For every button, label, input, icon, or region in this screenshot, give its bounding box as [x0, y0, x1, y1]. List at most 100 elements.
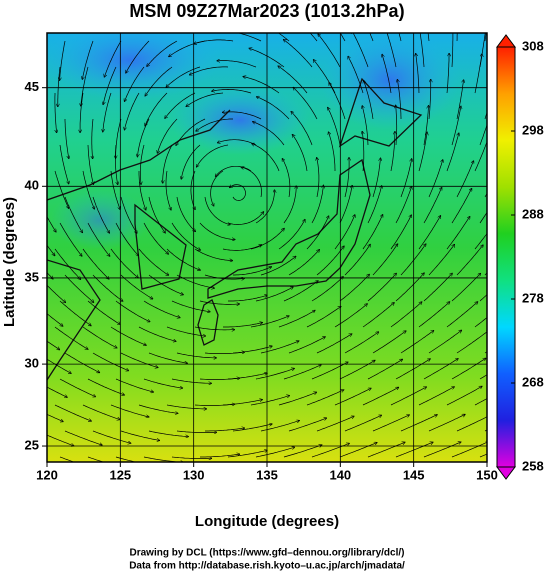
streamline	[140, 144, 145, 184]
streamline	[291, 112, 313, 146]
streamline	[171, 222, 200, 250]
streamline	[255, 369, 294, 380]
streamline	[317, 158, 320, 198]
streamline	[145, 92, 168, 126]
streamline	[171, 457, 212, 459]
streamline	[284, 40, 313, 68]
streamline	[396, 105, 397, 146]
streamline	[166, 326, 206, 336]
streamline	[318, 34, 341, 68]
streamline	[398, 33, 402, 42]
streamline	[47, 340, 60, 350]
streamline	[451, 442, 487, 458]
streamline	[293, 88, 318, 120]
streamline	[148, 430, 188, 437]
x-tick-label: 130	[183, 467, 205, 482]
streamline	[47, 386, 67, 397]
streamline	[250, 229, 284, 250]
streamline	[479, 374, 487, 380]
streamline	[92, 196, 109, 233]
streamline	[416, 54, 420, 94]
streamline	[148, 274, 183, 295]
streamline	[204, 274, 244, 279]
streamline	[367, 186, 382, 224]
streamline	[59, 222, 82, 256]
streamline	[115, 222, 138, 256]
streamline	[329, 132, 336, 171]
streamline	[82, 326, 117, 348]
streamline	[456, 245, 483, 276]
streamline	[428, 245, 454, 276]
streamline	[223, 112, 262, 120]
streamline	[237, 33, 262, 42]
streamline	[47, 284, 65, 303]
streamline	[87, 456, 105, 462]
colorbar-tick-label: 308	[522, 38, 544, 53]
streamline	[241, 167, 262, 198]
streamline	[60, 40, 66, 80]
streamline	[446, 302, 478, 328]
streamline	[59, 300, 91, 326]
streamline	[352, 33, 369, 68]
streamline	[148, 352, 187, 363]
streamline	[171, 378, 211, 383]
streamline	[165, 170, 171, 210]
streamline	[186, 92, 224, 106]
streamline	[253, 122, 285, 146]
streamline	[120, 430, 159, 440]
streamline	[59, 378, 95, 397]
streamline	[334, 388, 371, 406]
streamline	[339, 186, 352, 224]
streamline	[283, 365, 321, 380]
streamline	[484, 33, 487, 42]
streamline	[204, 196, 230, 225]
streamline	[190, 66, 229, 75]
x-tick-label: 140	[329, 467, 351, 482]
colorbar-extend	[496, 34, 516, 48]
streamline	[82, 40, 94, 79]
y-tick-label: 40	[25, 178, 39, 193]
streamline	[233, 267, 271, 276]
streamline	[423, 188, 442, 224]
streamline	[339, 443, 377, 458]
streamline	[27, 93, 33, 132]
streamline	[82, 170, 94, 209]
streamline	[400, 159, 412, 198]
streamline	[252, 144, 280, 172]
streamline	[278, 220, 305, 250]
streamline	[334, 215, 355, 250]
streamline	[54, 170, 69, 208]
streamline	[176, 431, 217, 433]
streamline	[232, 424, 272, 432]
streamline	[197, 144, 229, 167]
streamline	[369, 33, 374, 42]
streamline	[54, 404, 91, 421]
colorbar-tick-label: 278	[522, 290, 544, 305]
streamline	[47, 215, 56, 232]
streamline	[348, 56, 364, 94]
streamline	[47, 272, 53, 279]
y-tick-label: 45	[25, 79, 39, 94]
streamline	[428, 80, 431, 120]
streamline	[217, 61, 257, 68]
credit: Drawing by DCL (https://www.gfd–dennou.o…	[129, 548, 404, 559]
streamline	[479, 294, 487, 302]
streamline	[110, 248, 138, 278]
streamline	[148, 196, 165, 233]
streamline	[125, 92, 140, 130]
streamline	[446, 133, 459, 172]
streamline	[59, 456, 75, 462]
streamline	[316, 334, 352, 354]
streamline	[255, 287, 293, 302]
streamline	[328, 108, 341, 146]
chart-title: MSM 09Z27Mar2023 (1013.2hPa)	[129, 1, 404, 21]
coastline	[47, 77, 423, 381]
streamline	[138, 404, 178, 413]
streamline	[372, 415, 409, 432]
colorbar-tick-label: 288	[522, 206, 544, 221]
streamline	[176, 118, 206, 145]
streamline	[199, 300, 239, 304]
streamline	[423, 106, 429, 146]
streamline	[474, 140, 487, 172]
y-tick-label: 35	[25, 269, 39, 284]
